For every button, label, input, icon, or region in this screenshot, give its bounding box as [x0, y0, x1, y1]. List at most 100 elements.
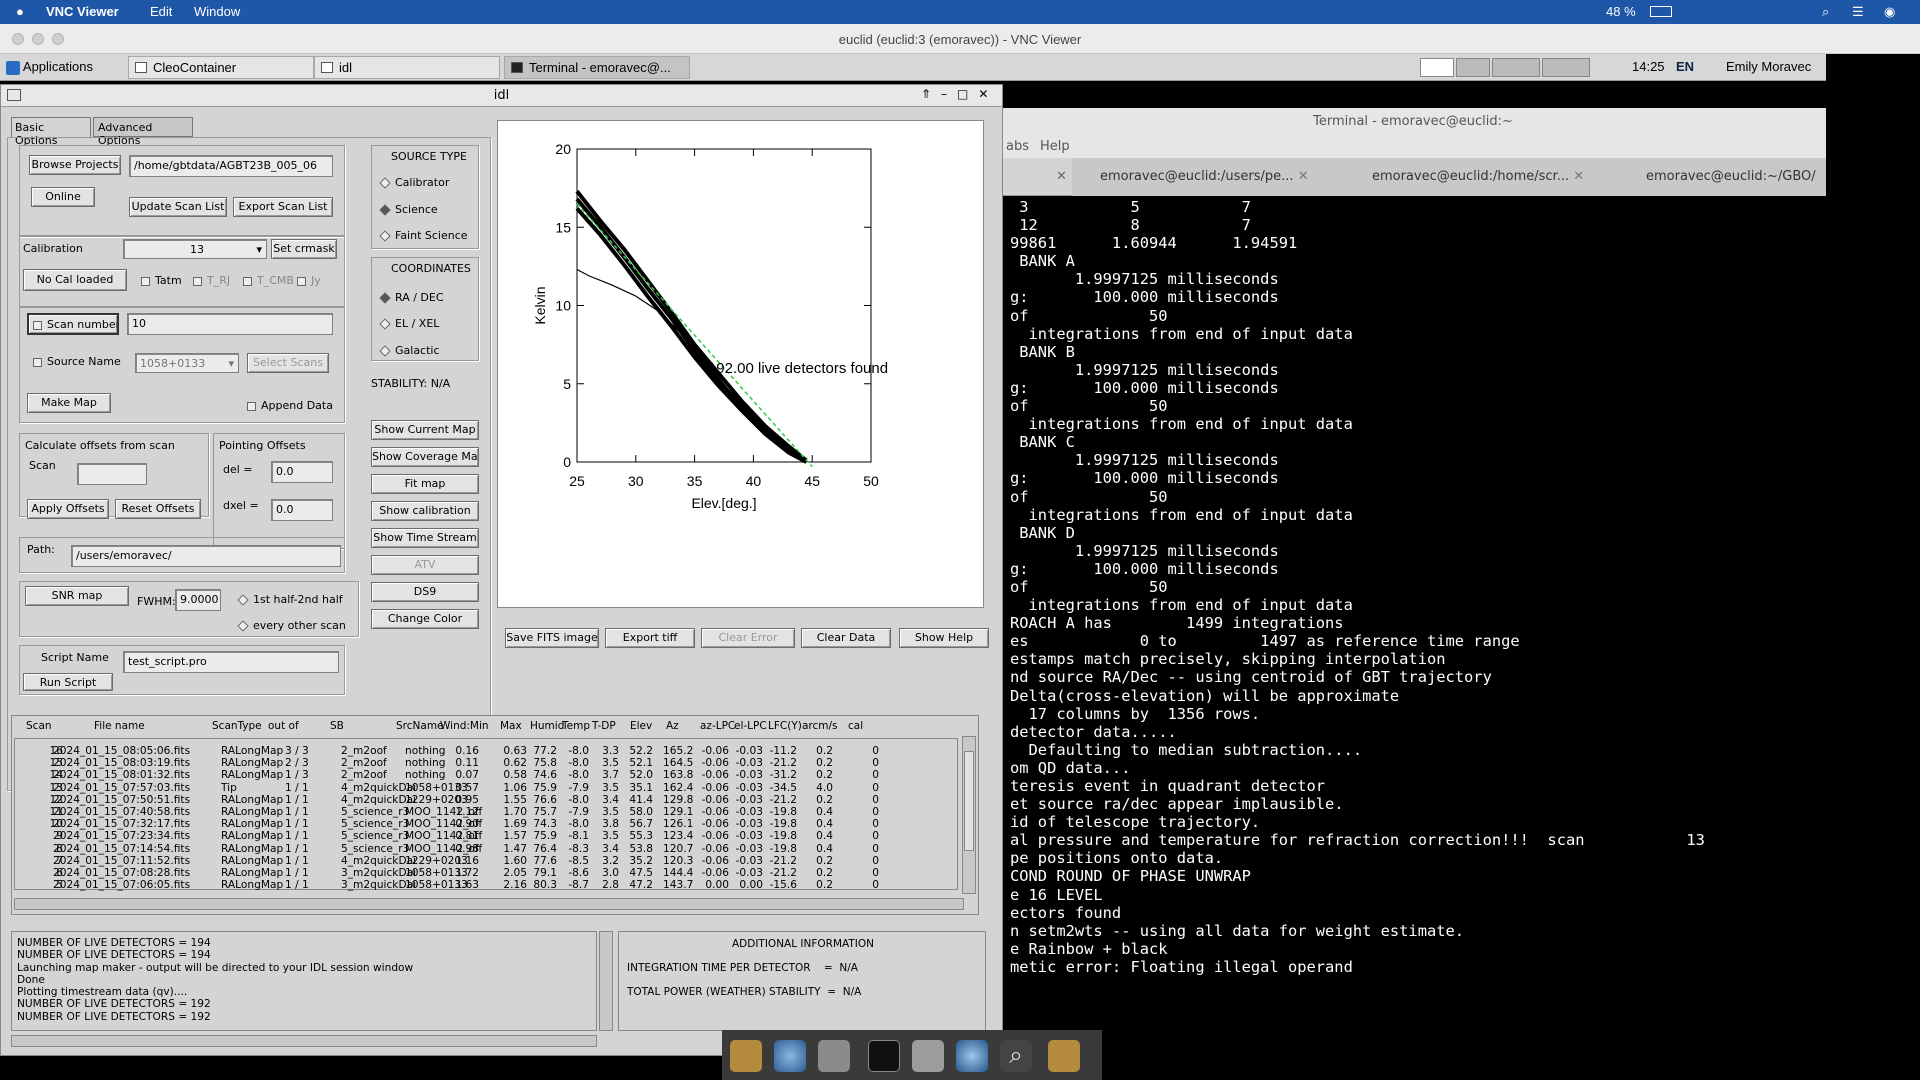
- append-data-checkbox[interactable]: Append Data: [247, 399, 333, 412]
- plot-button-clear-data[interactable]: Clear Data: [801, 628, 891, 648]
- radio-faint-science[interactable]: Faint Science: [379, 229, 468, 242]
- scan-table-body[interactable]: 16 2024_01_15_08:05:06.fits RALongMap 3 / 3…: [14, 738, 958, 891]
- scrollbar-thumb[interactable]: [964, 751, 974, 851]
- clock[interactable]: 14:25: [1632, 59, 1665, 74]
- reset-offsets-button[interactable]: Reset Offsets: [115, 499, 201, 519]
- offset-scan-input[interactable]: [77, 463, 147, 485]
- menu-tabs[interactable]: abs: [1006, 139, 1029, 154]
- control-center-icon[interactable]: ☰: [1852, 4, 1864, 19]
- home-folder-icon[interactable]: [1048, 1040, 1080, 1072]
- side-button-fit-map[interactable]: Fit map: [371, 474, 479, 494]
- terminal-window[interactable]: [1000, 108, 1826, 1030]
- column-header[interactable]: Az: [666, 720, 679, 732]
- source-name-select[interactable]: 1058+0133 ▾: [135, 353, 239, 373]
- task-idl[interactable]: idl: [314, 56, 500, 79]
- applications-menu[interactable]: Applications: [6, 59, 93, 75]
- side-button-show-time-stream[interactable]: Show Time Stream: [371, 528, 479, 548]
- plot-button-show-help[interactable]: Show Help: [899, 628, 989, 648]
- column-header[interactable]: el-LPC: [734, 720, 767, 732]
- column-header[interactable]: SB: [330, 720, 344, 732]
- close-window-icon[interactable]: [12, 33, 24, 45]
- tab-basic-options[interactable]: Basic Options: [11, 117, 91, 147]
- mail-icon[interactable]: [818, 1040, 850, 1072]
- radio-el-xel[interactable]: EL / XEL: [379, 317, 439, 330]
- app-menu[interactable]: VNC Viewer: [46, 4, 119, 19]
- scan-numbers-input[interactable]: 10: [127, 313, 333, 335]
- close-tab-icon[interactable]: ✕: [1056, 169, 1067, 184]
- menu-edit[interactable]: Edit: [150, 4, 173, 19]
- side-button-ds9[interactable]: DS9: [371, 582, 479, 602]
- minimize-window-icon[interactable]: [32, 33, 44, 45]
- column-header[interactable]: Humid: [530, 720, 565, 732]
- run-script-button[interactable]: Run Script: [23, 673, 113, 691]
- zoom-window-icon[interactable]: [52, 33, 64, 45]
- calibration-select[interactable]: 13 ▾: [123, 239, 267, 259]
- apple-icon[interactable]: ●: [16, 4, 24, 19]
- trj-checkbox[interactable]: T_RJ: [193, 274, 230, 287]
- terminal-tab-2[interactable]: emoravec@euclid:/home/scr... ✕: [1344, 158, 1616, 196]
- column-header[interactable]: T-DP: [592, 720, 616, 732]
- side-button-atv[interactable]: ATV: [371, 555, 479, 575]
- set-crmask-button[interactable]: Set crmask: [271, 239, 337, 259]
- source-name-checkbox[interactable]: Source Name: [33, 355, 121, 368]
- close-tab-icon[interactable]: ✕: [1297, 169, 1309, 184]
- column-header[interactable]: Wind:Min: [440, 720, 489, 732]
- search-icon[interactable]: ⌕: [1822, 4, 1830, 19]
- jy-checkbox[interactable]: Jy: [297, 274, 321, 287]
- column-header[interactable]: Elev: [630, 720, 653, 732]
- battery-icon[interactable]: [1650, 6, 1672, 17]
- scan-numbers-toggle[interactable]: Scan numbers: [27, 313, 119, 335]
- del-input[interactable]: 0.0: [271, 461, 333, 483]
- plot-button-export-tiff[interactable]: Export tiff: [605, 628, 695, 648]
- apply-offsets-button[interactable]: Apply Offsets: [27, 499, 109, 519]
- side-button-show-coverage-map[interactable]: Show Coverage Map: [371, 447, 479, 467]
- terminal-icon[interactable]: [868, 1040, 900, 1072]
- folder-icon[interactable]: [730, 1040, 762, 1072]
- radio-first-half[interactable]: 1st half-2nd half: [237, 593, 343, 606]
- column-header[interactable]: Max: [500, 720, 522, 732]
- radio-ra-dec[interactable]: RA / DEC: [379, 291, 444, 304]
- siri-icon[interactable]: ◉: [1884, 4, 1896, 19]
- menu-help[interactable]: Help: [1040, 139, 1070, 154]
- make-map-button[interactable]: Make Map: [27, 393, 111, 413]
- workspace-4[interactable]: [1542, 58, 1590, 77]
- script-name-input[interactable]: test_script.pro: [123, 651, 339, 673]
- snr-map-button[interactable]: SNR map: [25, 586, 129, 606]
- window-menu-icon[interactable]: [7, 89, 21, 101]
- column-header[interactable]: az-LPC: [700, 720, 736, 732]
- column-header[interactable]: out of: [268, 720, 299, 732]
- fwhm-input[interactable]: 9.0000: [175, 589, 221, 611]
- column-header[interactable]: Scan: [26, 720, 52, 732]
- online-button[interactable]: Online: [31, 187, 95, 207]
- update-scan-list-button[interactable]: Update Scan List: [129, 197, 227, 217]
- export-scan-list-button[interactable]: Export Scan List: [233, 197, 333, 217]
- radio-galactic[interactable]: Galactic: [379, 344, 440, 357]
- project-path-field[interactable]: /home/gbtdata/AGBT23B_005_06: [129, 155, 333, 177]
- select-scans-button[interactable]: Select Scans: [247, 353, 329, 373]
- window-controls[interactable]: ⇑–□✕: [921, 87, 999, 101]
- side-button-show-current-map[interactable]: Show Current Map: [371, 420, 479, 440]
- browser-icon[interactable]: [774, 1040, 806, 1072]
- column-header[interactable]: Temp: [562, 720, 590, 732]
- keyboard-layout[interactable]: EN: [1676, 59, 1695, 74]
- search-icon[interactable]: ⌕: [1000, 1040, 1032, 1072]
- terminal-tab-1[interactable]: emoravec@euclid:/users/pe... ✕: [1072, 158, 1344, 196]
- plot-button-clear-error[interactable]: Clear Error: [701, 628, 795, 648]
- terminal-tab-3[interactable]: emoravec@euclid:~/GBO/: [1616, 158, 1826, 196]
- close-tab-icon[interactable]: ✕: [1573, 169, 1585, 184]
- task-terminal[interactable]: Terminal - emoravec@...: [504, 56, 690, 79]
- column-header[interactable]: cal: [848, 720, 864, 732]
- path-input[interactable]: /users/emoravec/: [71, 545, 341, 567]
- user-name[interactable]: Emily Moravec: [1726, 59, 1812, 74]
- workspace-1[interactable]: [1420, 58, 1454, 77]
- no-cal-loaded-button[interactable]: No Cal loaded: [23, 269, 127, 291]
- radio-science[interactable]: Science: [379, 203, 438, 216]
- table-vertical-scrollbar[interactable]: [962, 736, 976, 894]
- tcmb-checkbox[interactable]: T_CMB: [243, 274, 294, 287]
- column-header[interactable]: File name: [94, 720, 145, 732]
- column-header[interactable]: ScanType: [212, 720, 262, 732]
- dxel-input[interactable]: 0.0: [271, 499, 333, 521]
- browse-projects-button[interactable]: Browse Projects: [29, 155, 121, 175]
- side-button-show-calibration[interactable]: Show calibration: [371, 501, 479, 521]
- workspace-2[interactable]: [1456, 58, 1490, 77]
